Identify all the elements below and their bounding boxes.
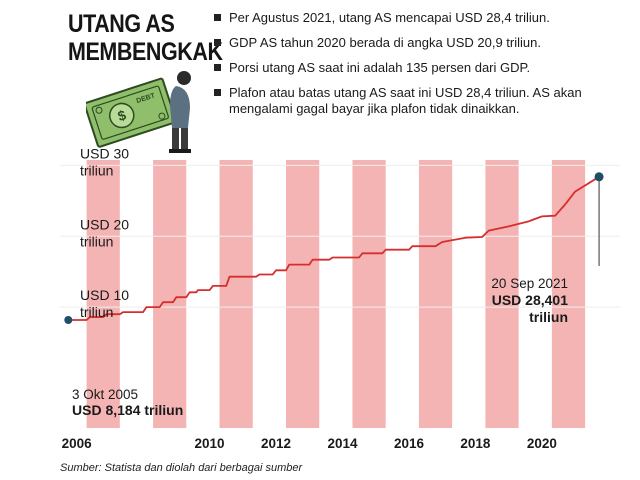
infographic-title: UTANG AS MEMBENGKAK [68,10,223,66]
series-line [68,176,600,321]
year-band [485,160,519,428]
year-bands [86,160,586,428]
source-note: Sumber: Statista dan diolah dari berbaga… [60,462,303,474]
start-date-label: 3 Okt 2005 [72,387,138,402]
y-tick-unit: triliun [80,304,113,320]
end-date-label: 20 Sep 2021 [491,276,568,291]
fact-item: GDP AS tahun 2020 berada di angka USD 20… [214,35,634,51]
year-band [551,160,586,428]
y-tick-label: USD 10 [80,287,129,303]
title-line-2: MEMBENGKAK [68,38,223,66]
x-tick-label: 2016 [394,436,425,451]
x-tick-label: 2018 [460,436,491,451]
end-point [594,172,604,182]
fact-list: Per Agustus 2021, utang AS mencapai USD … [214,10,634,126]
fact-item: Plafon atau batas utang AS saat ini USD … [214,85,634,117]
x-tick-label: 2014 [327,436,358,451]
start-point [64,316,73,325]
end-value-unit: triliun [529,309,568,325]
x-tick-label: 2010 [195,436,225,451]
year-band [352,160,386,428]
year-band [219,160,253,428]
y-tick-label: USD 20 [80,216,129,232]
fact-item: Per Agustus 2021, utang AS mencapai USD … [214,10,634,26]
person-carrying-debt-icon: $ DEBT [86,71,191,153]
y-tick-label: USD 30 [80,145,129,161]
x-tick-label: 2012 [261,436,291,451]
start-value-label: USD 8,184 triliun [72,402,183,418]
x-tick-label: 2006 [62,436,93,451]
debt-bill-icon: $ DEBT [86,77,177,148]
series-layer [68,176,600,321]
year-band [418,160,453,428]
y-tick-unit: triliun [80,233,113,249]
y-tick-unit: triliun [80,162,113,178]
year-band [86,160,120,428]
end-value-label: USD 28,401 [492,292,568,308]
x-tick-label: 2020 [527,436,557,451]
year-band [153,160,187,428]
year-band [285,160,320,428]
fact-item: Porsi utang AS saat ini adalah 135 perse… [214,60,634,76]
title-line-1: UTANG AS [68,10,175,38]
